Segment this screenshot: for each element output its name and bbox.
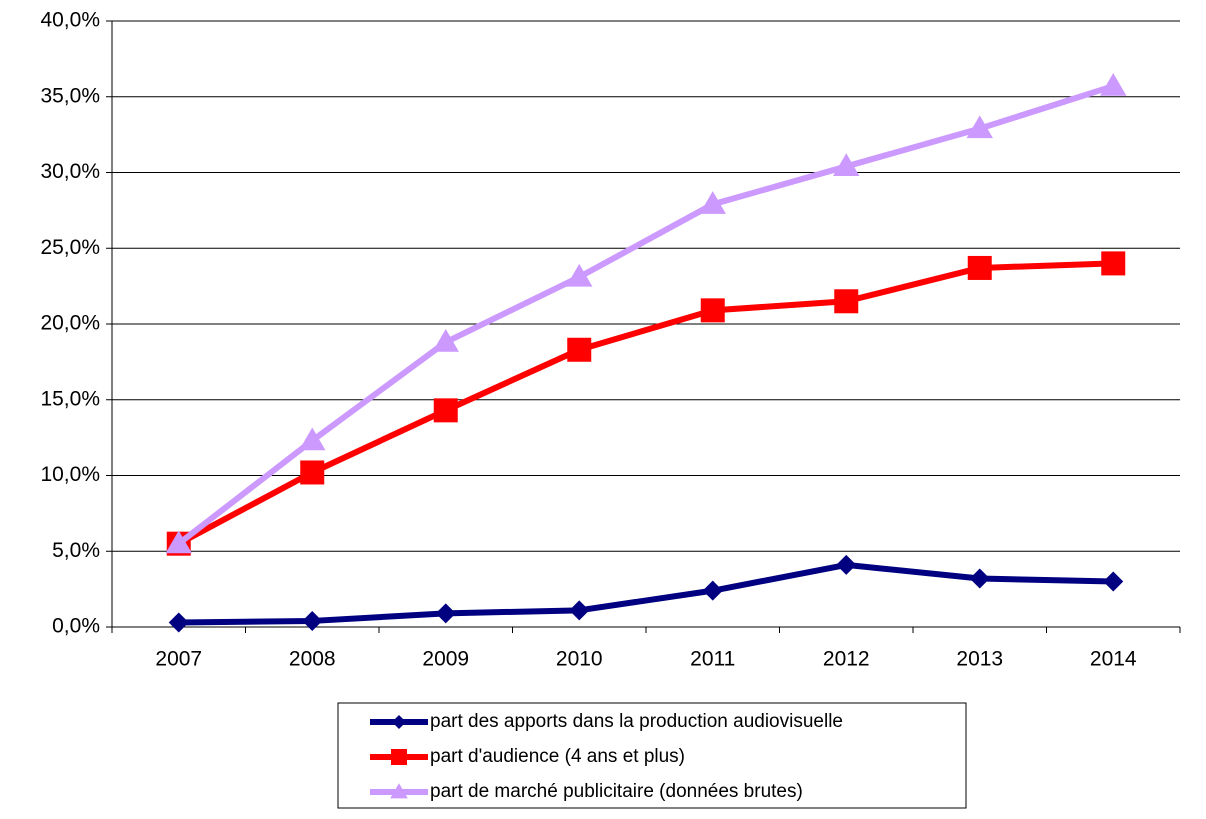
x-tick-label: 2011 bbox=[690, 648, 735, 671]
marker bbox=[702, 580, 723, 601]
marker bbox=[969, 568, 990, 589]
marker bbox=[967, 255, 992, 280]
y-tick-label: 40,0% bbox=[40, 9, 100, 32]
marker bbox=[569, 600, 590, 621]
y-tick-label: 10,0% bbox=[40, 463, 100, 486]
series-line bbox=[176, 83, 1115, 547]
marker bbox=[1100, 72, 1127, 96]
y-tick-label: 20,0% bbox=[40, 312, 100, 335]
marker bbox=[836, 554, 857, 575]
marker bbox=[433, 398, 458, 423]
x-tick-label: 2008 bbox=[289, 648, 336, 671]
x-tick-label: 2013 bbox=[956, 648, 1003, 671]
marker bbox=[390, 783, 408, 799]
x-tick-label: 2014 bbox=[1090, 648, 1137, 671]
marker bbox=[834, 289, 859, 314]
marker bbox=[1103, 571, 1124, 592]
x-tick-label: 2012 bbox=[823, 648, 870, 671]
legend-label: part de marché publicitaire (données bru… bbox=[430, 781, 803, 802]
marker bbox=[435, 603, 456, 624]
marker bbox=[302, 610, 323, 631]
marker bbox=[432, 328, 459, 352]
marker bbox=[168, 612, 189, 633]
legend-box bbox=[337, 702, 967, 809]
legend-label: part des apports dans la production audi… bbox=[430, 711, 843, 732]
marker bbox=[566, 263, 593, 287]
marker bbox=[699, 191, 726, 214]
x-tick-label: 2009 bbox=[422, 648, 469, 671]
legend-label: part d'audience (4 ans et plus) bbox=[430, 746, 685, 767]
series-line bbox=[178, 561, 1114, 626]
y-tick-label: 5,0% bbox=[52, 539, 100, 562]
marker bbox=[700, 298, 725, 323]
x-tick-label: 2010 bbox=[556, 648, 603, 671]
y-tick-label: 35,0% bbox=[40, 84, 100, 107]
marker bbox=[833, 153, 860, 177]
marker bbox=[299, 427, 326, 451]
marker bbox=[966, 115, 993, 139]
marker bbox=[567, 337, 592, 362]
x-tick-label: 2007 bbox=[155, 648, 202, 671]
marker bbox=[165, 530, 192, 554]
y-tick-label: 0,0% bbox=[52, 615, 100, 638]
y-tick-label: 25,0% bbox=[40, 236, 100, 259]
y-tick-label: 15,0% bbox=[40, 387, 100, 410]
marker bbox=[300, 460, 325, 485]
y-tick-label: 30,0% bbox=[40, 160, 100, 183]
marker bbox=[1101, 251, 1126, 276]
marker bbox=[392, 715, 406, 729]
marker bbox=[391, 749, 407, 765]
series-line bbox=[177, 260, 1114, 547]
